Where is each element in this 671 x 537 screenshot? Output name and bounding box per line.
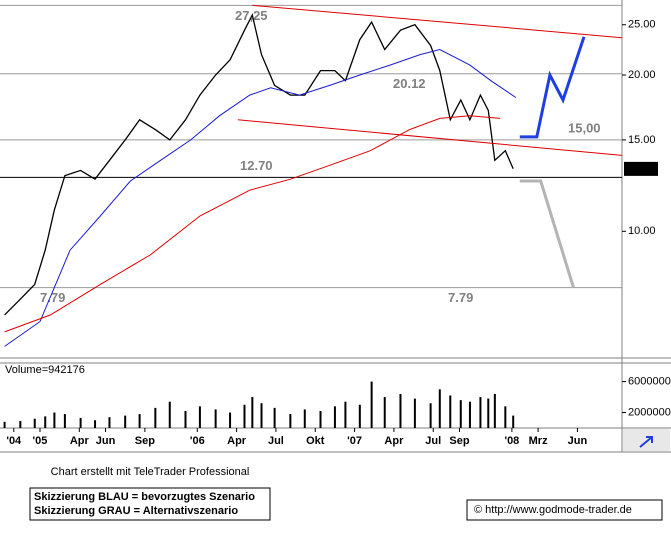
volume-bar (344, 401, 347, 428)
x-tick-label: Jul (268, 435, 284, 447)
x-tick-label: '07 (347, 435, 362, 447)
volume-bar (512, 415, 515, 428)
line (252, 4, 623, 39)
volume-bar (3, 421, 6, 428)
volume-bar (251, 397, 254, 428)
volume-bar (33, 418, 36, 428)
y-tick-label: 10.00 (628, 225, 656, 237)
level-label: 20.12 (393, 76, 426, 91)
volume-bar (319, 410, 322, 428)
x-tick-label: Jul (425, 435, 441, 447)
volume-bar (108, 417, 111, 428)
volume-bar (358, 404, 361, 428)
volume-bar (468, 401, 471, 428)
line (519, 36, 586, 139)
volume-bar (214, 409, 217, 428)
volume-title: Volume=942176 (5, 364, 85, 376)
volume-bar (124, 415, 127, 428)
legend-text: Skizzierung GRAU = Alternativszenario (34, 505, 238, 517)
volume-bar (94, 420, 97, 428)
x-tick-label: Apr (384, 435, 404, 447)
line (4, 13, 514, 316)
line (237, 119, 623, 156)
volume-bar (19, 421, 22, 428)
volume-bar (79, 417, 82, 428)
volume-bar (168, 401, 171, 428)
x-tick-label: Apr (227, 435, 247, 447)
url-box (466, 499, 663, 521)
volume-bar (260, 403, 263, 428)
volume-bar (459, 400, 462, 428)
credit: Chart erstellt mit TeleTrader Profession… (51, 466, 250, 478)
x-tick-label: Sep (449, 435, 469, 447)
volume-bar (429, 403, 432, 428)
url: © http://www.godmode-trader.de (474, 504, 632, 516)
volume-bar (303, 409, 306, 428)
icon (639, 436, 653, 448)
y-tick-label: 2000000 (628, 406, 671, 418)
volume-bar (370, 381, 373, 428)
legend-text: Skizzierung BLAU = bevorzugtes Szenario (34, 491, 255, 503)
y-tick-label: 6000000 (628, 375, 671, 387)
x-tick-label: Mrz (529, 435, 548, 447)
line (519, 179, 575, 289)
volume-bar (333, 406, 336, 428)
x-tick-label: Sep (135, 435, 155, 447)
line (4, 48, 517, 347)
volume-bar (273, 407, 276, 428)
x-tick-label: '06 (190, 435, 205, 447)
volume-bar (383, 397, 386, 428)
tool-button[interactable] (623, 429, 670, 451)
level-label: 7.79 (40, 290, 65, 305)
volume-bar (493, 393, 496, 428)
line (4, 115, 501, 333)
level-label: 12.70 (240, 158, 273, 173)
x-tick-label: '05 (33, 435, 48, 447)
legend-box (29, 487, 271, 521)
volume-bar (63, 414, 66, 428)
y-tick-label: 25.00 (628, 19, 656, 31)
volume-bar (184, 410, 187, 428)
price-tag-label: 13.19 (627, 163, 655, 175)
x-tick-label: Jun (96, 435, 116, 447)
volume-bar (154, 407, 157, 428)
volume-bar (399, 393, 402, 428)
y-tick-label: 20.00 (628, 69, 656, 81)
volume-bar (229, 412, 232, 428)
volume-bar (289, 414, 292, 428)
level-label: 15,00 (568, 120, 601, 135)
volume-bar (198, 406, 201, 428)
volume-bar (504, 406, 507, 428)
level-label: 7.79 (448, 290, 473, 305)
volume-bar (449, 395, 452, 428)
x-tick-label: '04 (6, 435, 22, 447)
price-tag (624, 161, 658, 176)
x-tick-label: Jun (568, 435, 588, 447)
volume-bar (243, 404, 246, 428)
volume-bar (138, 414, 141, 428)
volume-bar (53, 412, 56, 428)
x-tick-label: Apr (70, 435, 90, 447)
x-tick-label: '08 (504, 435, 519, 447)
x-tick-label: Okt (306, 435, 325, 447)
level-label: 27,25 (235, 8, 268, 23)
volume-bar (487, 398, 490, 428)
y-tick-label: 15.00 (628, 134, 656, 146)
volume-bar (438, 389, 441, 428)
volume-bar (413, 398, 416, 428)
volume-bar (479, 397, 482, 428)
volume-bar (44, 416, 47, 428)
